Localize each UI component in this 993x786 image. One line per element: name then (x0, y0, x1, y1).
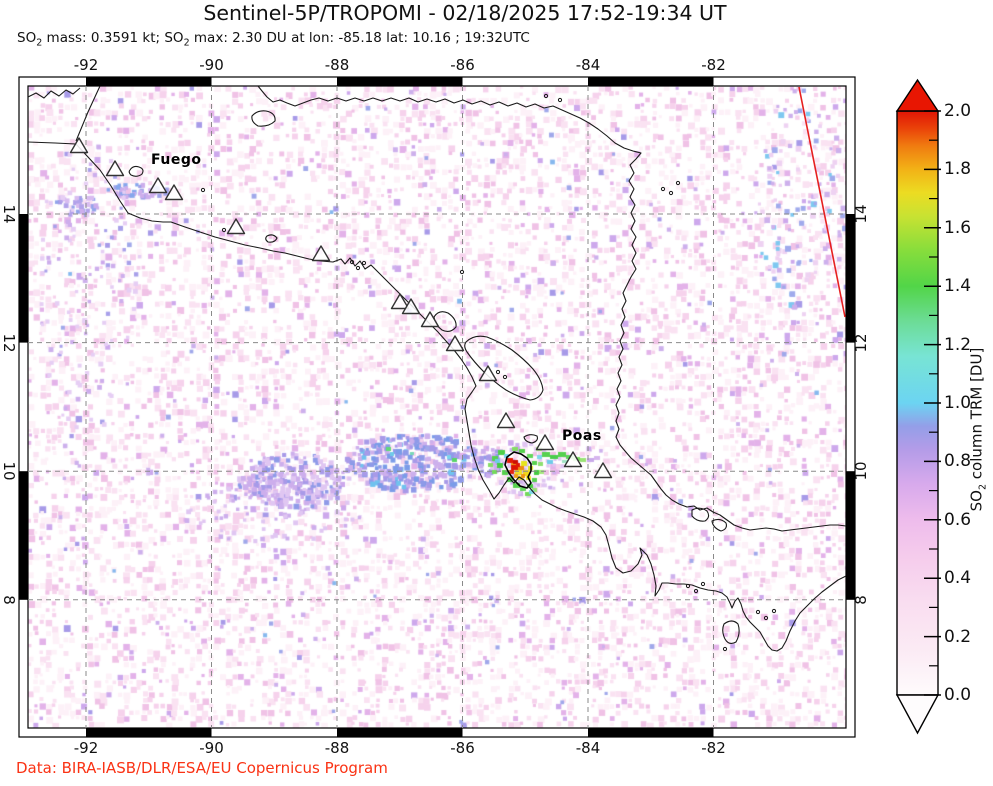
lon-tick-label-bottom: -82 (701, 739, 726, 757)
volcano-triangle-marker (311, 245, 331, 262)
lake-outline (711, 518, 727, 532)
lake-outline (433, 311, 457, 333)
lon-tick-label-bottom: -84 (575, 739, 601, 757)
volcano-markers (69, 137, 613, 479)
lon-tick-label-bottom: -88 (324, 739, 350, 757)
colorbar-axis-label: SO2 column TRM [DU] (968, 280, 989, 580)
volcano-triangle-marker (148, 177, 168, 194)
so2-max-contour (504, 451, 532, 489)
coastline-path (257, 86, 846, 532)
coastlines (28, 86, 846, 652)
colorbar-tick-label: 0.4 (944, 568, 972, 589)
lat-tick-label-left: 10 (0, 461, 18, 481)
lon-tick-label-bottom: -86 (450, 739, 475, 757)
volcano-triangle-marker (445, 335, 465, 352)
colorbar (895, 78, 941, 735)
lat-tick-label-right: 12 (852, 333, 870, 353)
lat-tick-label-left: 12 (0, 333, 18, 353)
colorbar-tick-label: 1.0 (944, 393, 972, 413)
so2-max-text: max: 2.30 DU at lon: -85.18 lat: 10.16 ;… (189, 30, 530, 46)
so2-text-2: SO (164, 30, 184, 46)
lat-tick-label-right: 10 (852, 461, 870, 481)
gridlines (28, 86, 846, 728)
volcano-triangle-marker (593, 462, 613, 479)
coastline-path (28, 141, 846, 652)
colorbar-tick-label: 2.0 (944, 101, 972, 121)
volcano-label: Fuego (151, 152, 202, 168)
volcano-triangle-marker (164, 184, 184, 201)
volcano-triangle-marker (401, 298, 421, 315)
lake-outline (128, 165, 144, 177)
orbit-edge-line (798, 86, 846, 318)
lon-tick-label-top: -92 (73, 56, 99, 74)
colorbar-under-range-arrow (895, 694, 940, 735)
colorbar-so2-subscript: 2 (977, 483, 989, 491)
lake-outline (523, 434, 538, 444)
lon-tick-label-top: -82 (701, 56, 726, 74)
data-credit: Data: BIRA-IASB/DLR/ESA/EU Copernicus Pr… (16, 759, 388, 777)
volcano-triangle-marker (535, 434, 555, 451)
figure-title: Sentinel-5P/TROPOMI - 02/18/2025 17:52-1… (203, 1, 727, 25)
volcano-label: Poas (562, 428, 602, 444)
lat-tick-label-left: 14 (0, 204, 18, 224)
lat-tick-label-left: 8 (0, 595, 18, 605)
colorbar-tick-label: 0.8 (944, 451, 972, 472)
country-border-path (75, 86, 101, 142)
so2-subscript-2: 2 (183, 37, 190, 49)
volcano-triangle-marker (390, 293, 410, 310)
so2-subscript: 2 (36, 37, 43, 49)
volcano-triangle-marker (478, 365, 498, 382)
colorbar-tick-label: 0.0 (944, 685, 972, 705)
colorbar-tick-label: 1.8 (944, 159, 972, 180)
lake-outline (464, 335, 544, 401)
lon-tick-label-bottom: -92 (73, 739, 99, 757)
colorbar-tick-label: 0.2 (944, 626, 972, 647)
volcano-triangle-marker (563, 451, 583, 468)
coastline-path (28, 87, 81, 99)
so2-text: SO (17, 30, 37, 46)
lon-tick-label-bottom: -90 (199, 739, 224, 757)
lake-outline (251, 110, 276, 127)
volcano-triangle-marker (226, 218, 246, 235)
lake-outline (265, 234, 278, 243)
volcano-triangle-marker (496, 412, 516, 429)
lat-tick-label-right: 8 (852, 595, 870, 605)
colorbar-tick-label: 1.4 (944, 276, 972, 297)
lon-tick-label-top: -88 (324, 56, 350, 74)
volcano-triangle-marker (105, 160, 125, 177)
lon-tick-label-top: -84 (575, 56, 601, 74)
zebra-frame (18, 76, 856, 738)
colorbar-so2-text: SO (967, 490, 986, 512)
lake-outline (691, 507, 710, 522)
lon-tick-label-top: -90 (199, 56, 224, 74)
volcano-triangle-marker (69, 137, 89, 154)
so2-stats-line: SO2 mass: 0.3591 kt; SO2 max: 2.30 DU at… (17, 30, 530, 49)
volcano-triangle-marker (420, 311, 440, 328)
colorbar-tick-label: 1.2 (944, 334, 972, 355)
lon-tick-label-top: -86 (450, 56, 475, 74)
colorbar-tick-label: 1.6 (944, 217, 972, 238)
colorbar-over-range-arrow (895, 78, 940, 112)
colorbar-tick-label: 0.6 (944, 509, 972, 530)
so2-mass-text: mass: 0.3591 kt; (42, 30, 165, 46)
lake-outline (722, 620, 740, 645)
lat-tick-label-right: 14 (852, 204, 870, 224)
